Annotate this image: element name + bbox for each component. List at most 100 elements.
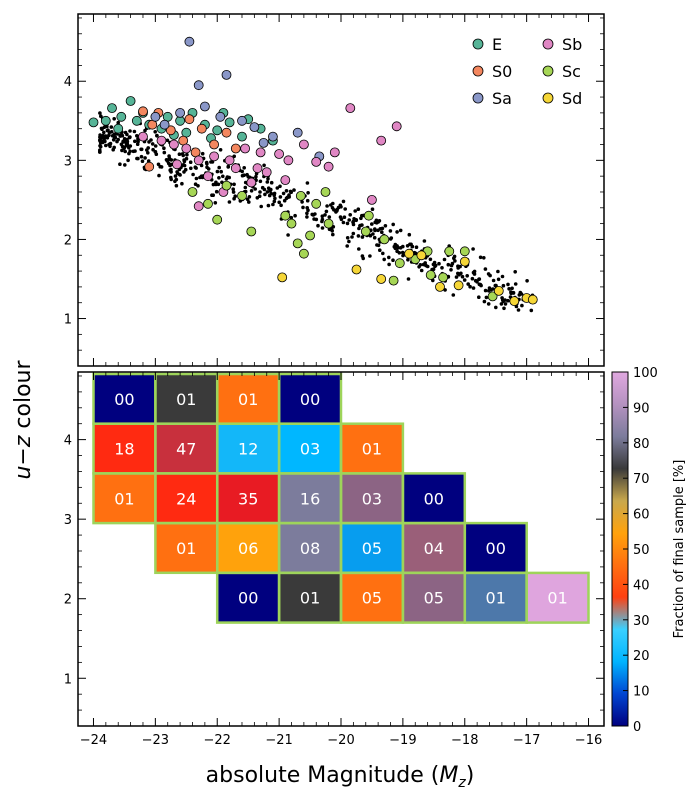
field-galaxy-dot [468,284,472,289]
field-galaxy-dot [487,289,491,293]
top-y-tick-label: 1 [64,313,72,328]
field-galaxy-dot [278,184,282,189]
field-galaxy-dot [347,218,352,222]
heatmap-cell-label: 01 [238,390,258,409]
heatmap-cell [155,473,218,524]
field-galaxy-dot [99,126,104,131]
bottom-y-tick-label: 1 [64,672,72,687]
field-galaxy-dot [277,200,282,205]
field-galaxy-dot [269,180,274,185]
heatmap-cell-label: 01 [362,440,382,459]
field-galaxy-dot [335,207,340,212]
top-y-tick-label: 3 [64,154,72,169]
field-galaxy-dot [231,190,236,194]
field-galaxy-dot [345,236,350,240]
point-Sc [425,270,436,280]
point-Sa [175,108,186,118]
field-galaxy-dot [158,164,162,169]
point-Sa [184,36,195,47]
point-Sa [292,127,303,138]
field-galaxy-dot [496,269,500,274]
bottom-x-tick-label: −22 [204,733,231,748]
field-galaxy-dot [458,264,462,269]
field-galaxy-dot [193,182,198,186]
field-galaxy-dot [460,274,465,279]
heatmap-cell [279,423,341,474]
point-Sc [438,272,449,283]
colorbar-tick-label: 90 [633,401,650,416]
bottom-y-tick-label: 3 [64,513,72,528]
field-galaxy-dot [305,211,309,216]
field-galaxy-dot [116,137,120,142]
field-galaxy-dot [281,191,286,196]
point-Sb [209,151,220,162]
field-galaxy-dot [169,175,173,180]
point-Sb [329,147,340,158]
field-galaxy-dot [477,295,481,300]
point-Sd [459,256,470,267]
field-galaxy-dot [383,224,388,228]
field-galaxy-dot [483,267,488,271]
heatmap-cell-label: 01 [114,489,134,508]
field-galaxy-dot [484,295,489,300]
point-Sc [487,291,498,302]
field-galaxy-dot [287,193,291,197]
field-galaxy-dot [339,205,343,209]
field-galaxy-dot [341,199,346,204]
field-galaxy-dot [189,166,193,171]
heatmap-cell-label: 01 [300,589,320,608]
field-galaxy-dot [370,207,375,211]
field-galaxy-dot [273,196,277,201]
point-Sc [212,214,223,225]
field-galaxy-dot [406,277,411,281]
legend-marker-Sd [542,92,554,104]
field-galaxy-dot [155,134,159,138]
top-frame [77,13,605,367]
point-Sc [388,275,399,286]
legend-label-Sd: Sd [562,89,582,108]
field-galaxy-dot [175,170,179,174]
field-galaxy-dot [126,158,130,163]
field-galaxy-dot [164,158,169,162]
field-galaxy-dot [486,302,491,306]
field-galaxy-dot [153,130,157,134]
field-galaxy-dot [401,253,405,258]
field-galaxy-dot [446,262,451,267]
series-Sb [138,103,402,212]
point-Sb [138,131,148,142]
point-Sa [215,111,226,122]
field-galaxy-dot [167,154,171,158]
field-galaxy-dot [425,264,430,269]
field-galaxy-dot [406,257,410,262]
point-Sb [366,194,377,205]
field-galaxy-dot [477,277,482,281]
field-galaxy-dot [488,273,492,278]
field-galaxy-dot [410,244,415,249]
series-Sa [150,36,325,162]
field-galaxy-dot [99,114,103,118]
point-Sc [295,190,306,201]
field-galaxy-dot [128,135,132,139]
field-galaxy-dot [139,154,144,159]
field-galaxy-dot [360,213,364,218]
heatmap-cell-label: 00 [300,390,320,409]
x-axis-label: absolute Magnitude (Mz) [206,763,475,791]
point-Sb [172,159,182,170]
point-Sc [394,258,405,269]
point-Sb [224,155,235,166]
field-galaxy-dot [157,173,161,178]
field-galaxy-dot [387,255,391,260]
field-galaxy-dot [269,187,273,192]
field-galaxy-dot [301,205,305,210]
legend-marker-E [472,38,484,50]
field-galaxy-dot [132,129,137,134]
field-galaxy-dot [324,209,329,214]
colorbar-tick-label: 30 [633,614,650,629]
field-galaxy-dot [506,298,510,303]
field-galaxy-dot [145,148,149,152]
point-S0 [165,125,176,136]
field-galaxy-dot [260,185,265,190]
field-galaxy-dot [471,286,476,290]
field-galaxy-dot [388,237,393,241]
heatmap-cell-label: 35 [238,489,258,508]
